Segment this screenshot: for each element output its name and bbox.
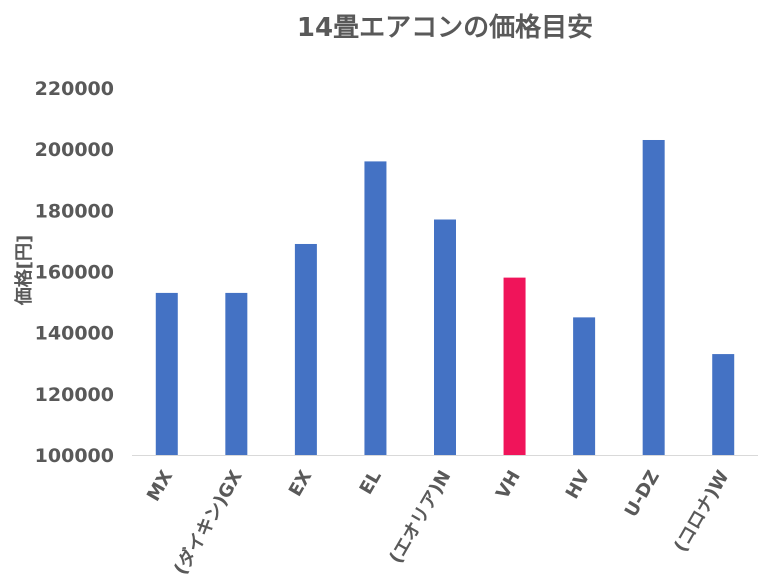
x-category-label: (ダイキン)GX	[169, 466, 246, 578]
y-axis-ticks: 100000 120000 140000 160000 180000 200000 2200…	[35, 78, 114, 467]
y-tick-label: 120000	[35, 384, 114, 406]
x-category-label: U-DZ	[621, 467, 664, 521]
bars	[155, 139, 735, 455]
bar	[573, 317, 596, 455]
x-category-label: EL	[356, 467, 386, 498]
chart-title: 14畳エアコンの価格目安	[297, 12, 593, 43]
y-tick-label: 180000	[35, 200, 114, 222]
x-category-label: EX	[285, 467, 316, 500]
x-category-label: MX	[143, 467, 177, 505]
bar	[434, 219, 456, 455]
y-tick-label: 160000	[35, 262, 114, 284]
y-tick-label: 220000	[35, 78, 114, 100]
x-category-label: HV	[562, 467, 595, 503]
bar	[294, 243, 317, 455]
bar	[503, 277, 526, 455]
bar	[225, 292, 248, 455]
bar	[712, 354, 735, 455]
bar	[155, 292, 178, 455]
x-category-label: VH	[492, 467, 525, 503]
x-category-label: (コロナ)W	[670, 467, 733, 556]
y-tick-label: 140000	[35, 323, 114, 345]
x-category-label: (エオリア)N	[385, 467, 455, 567]
x-axis-categories: MX(ダイキン)GX EX EL (エオリア)N VH HV U-DZ (コロナ)W	[143, 466, 734, 578]
y-tick-label: 200000	[35, 139, 114, 161]
y-tick-label: 100000	[35, 445, 114, 467]
y-axis-label: 価格[円]	[13, 235, 35, 306]
bar	[364, 161, 387, 455]
bar	[642, 139, 665, 455]
